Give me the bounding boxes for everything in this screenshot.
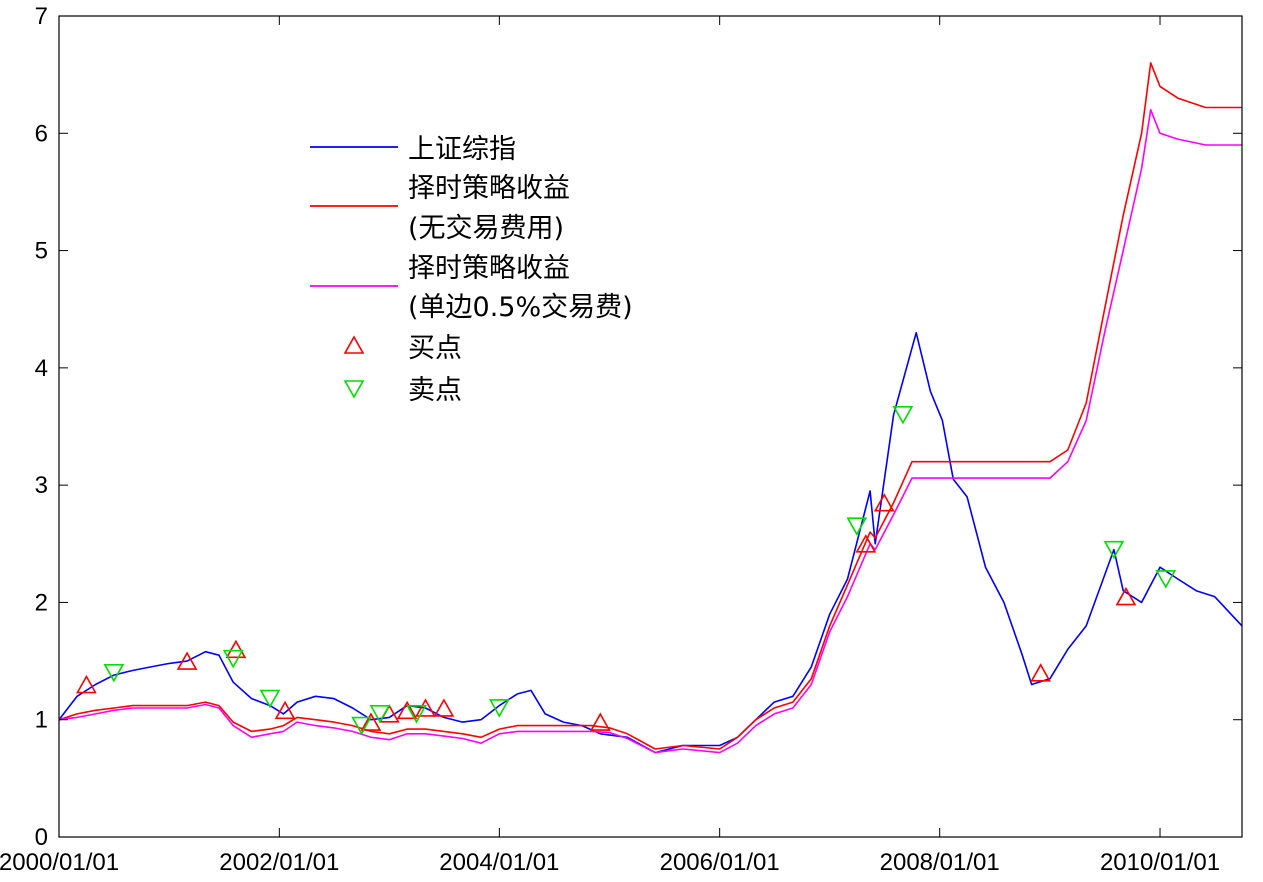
- legend-label-fee: (单边0.5%交易费): [408, 292, 633, 323]
- x-axis: 2000/01/01 2002/01/01 2004/01/01 2006/01/01…: [0, 16, 1220, 876]
- buy-marker: [433, 698, 455, 717]
- buy-marker: [1115, 586, 1137, 606]
- y-tick-label: 2: [35, 589, 48, 616]
- plot-content: [58, 62, 1243, 754]
- x-tick-label: 2000/01/01: [0, 849, 119, 876]
- buy-marker: [76, 674, 97, 694]
- legend-label-no-fee: (无交易费用): [408, 213, 564, 244]
- y-tick-label: 7: [35, 3, 48, 30]
- buy-marker: [415, 698, 436, 717]
- axes-frame: [58, 15, 1243, 838]
- sell-marker: [406, 705, 427, 724]
- legend-marker-sell: [343, 380, 365, 399]
- sell-marker: [259, 689, 281, 709]
- y-tick-label: 5: [35, 238, 48, 265]
- y-tick-label: 1: [35, 707, 48, 734]
- sell-marker: [369, 705, 391, 724]
- x-tick-label: 2006/01/01: [660, 849, 780, 876]
- sell-marker: [892, 405, 914, 425]
- y-tick-label: 4: [35, 355, 48, 382]
- sell-marker: [222, 649, 244, 669]
- legend-label-no-fee: 择时策略收益: [408, 173, 570, 204]
- y-tick-label: 0: [35, 824, 48, 851]
- strategy-fee-line: [58, 109, 1242, 754]
- sell-marker: [846, 517, 868, 536]
- buy-marker: [873, 493, 895, 512]
- sell-marker: [1103, 540, 1125, 560]
- legend-label-sell: 卖点: [408, 375, 462, 406]
- x-tick-label: 2004/01/01: [439, 849, 559, 876]
- sell-marker: [488, 699, 510, 718]
- buy-marker: [225, 639, 247, 659]
- legend-label-buy: 买点: [408, 333, 462, 364]
- buy-marker: [589, 712, 611, 731]
- sell-marker: [351, 716, 372, 736]
- x-tick-label: 2008/01/01: [880, 849, 1000, 876]
- y-tick-label: 6: [35, 120, 48, 147]
- x-tick-label: 2002/01/01: [219, 849, 339, 876]
- sell-marker: [103, 663, 125, 683]
- strategy-no-fee-line: [58, 62, 1242, 750]
- legend-label-fee: 择时策略收益: [408, 253, 570, 284]
- buy-marker: [176, 651, 198, 670]
- buy-marker: [1030, 663, 1052, 682]
- legend-label-index: 上证综指: [408, 134, 516, 165]
- buy-marker: [396, 700, 418, 720]
- y-axis: 0 1 2 3 4 5 6 7: [35, 3, 1242, 851]
- buy-marker: [274, 700, 296, 720]
- sell-marker: [1155, 570, 1177, 589]
- buy-marker: [855, 534, 877, 553]
- legend-marker-buy: [343, 335, 365, 354]
- buy-marker: [360, 712, 382, 731]
- x-tick-label: 2010/01/01: [1100, 849, 1220, 876]
- y-tick-label: 3: [35, 472, 48, 499]
